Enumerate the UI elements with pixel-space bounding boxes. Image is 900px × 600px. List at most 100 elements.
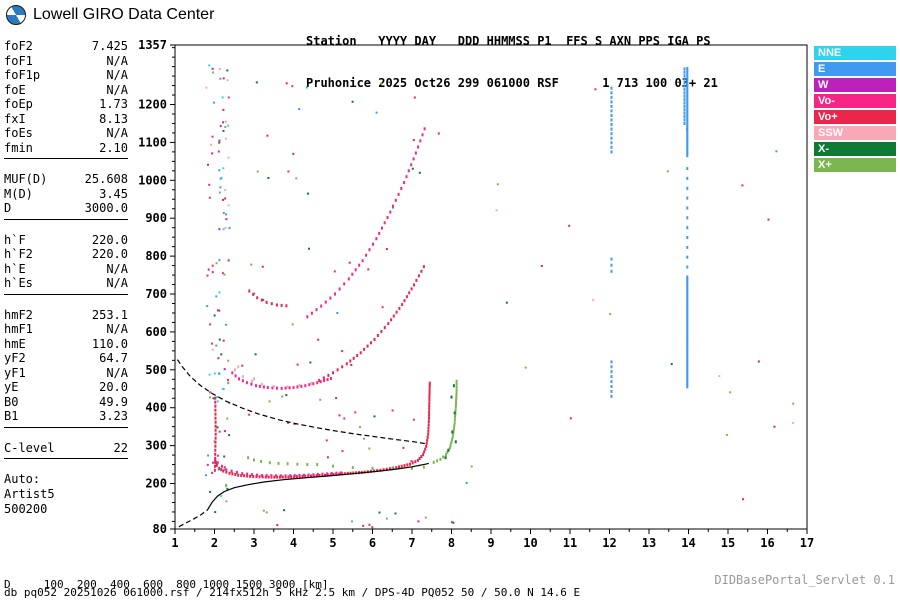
param-value: 110.0 — [91, 336, 128, 351]
legend-item-vo: Vo+ — [814, 110, 896, 124]
param-row-b0: B0 49.9 — [4, 395, 128, 410]
param-value: N/A — [106, 68, 128, 82]
servlet-version: DIDBasePortal_Servlet 0.1 — [714, 573, 895, 587]
param-label: foF2 — [4, 39, 33, 53]
param-value: 3.45 — [99, 186, 128, 201]
param-value: 1.73 — [99, 97, 128, 111]
param-label: foF1p — [4, 68, 41, 82]
x-trace-asymptote — [432, 379, 458, 464]
muf-transmission-curve — [176, 359, 426, 445]
param-row-hmf2: hmF2 253.1 — [4, 308, 128, 323]
legend-item-x: X+ — [814, 158, 896, 172]
param-row-clevel: C-level 22 — [4, 441, 128, 456]
x-axis: 1 2 3 4 5 6 7 8 9 10 11 12 13 14 15 16 17 — [171, 529, 814, 550]
x-tick-label: 13 — [642, 536, 656, 550]
y-tick-label: 1200 — [138, 98, 167, 112]
param-value: 253.1 — [91, 307, 128, 322]
param-value: 2.10 — [99, 140, 128, 155]
second-hop-ssw — [234, 365, 313, 389]
x-tick-label: 3 — [250, 536, 257, 550]
auto-line: Auto: — [4, 472, 41, 486]
noise-bottom — [214, 509, 455, 529]
auto-line: 500200 — [4, 502, 48, 516]
param-value: 25.608 — [84, 172, 128, 186]
param-label: MUF(D) — [4, 172, 48, 186]
f-trace-o — [214, 381, 431, 479]
param-value: N/A — [106, 276, 128, 290]
param-value: N/A — [106, 322, 128, 336]
y-tick-label: 1357 — [138, 38, 167, 52]
param-row-hme: hmE 110.0 — [4, 337, 128, 352]
x-tick-label: 5 — [329, 536, 336, 550]
param-value: 3.23 — [99, 409, 128, 423]
param-value: N/A — [106, 261, 128, 276]
param-label: h`E — [4, 261, 26, 276]
x-tick-label: 17 — [800, 536, 814, 550]
interference-14mhz-b — [683, 67, 686, 125]
param-group: foF2 7.425 foF1 N/A foF1p N/A foE N/A foEp 1.73 fx… — [4, 39, 128, 159]
x-tick-label: 15 — [721, 536, 735, 550]
param-row-hf: h`F 220.0 — [4, 233, 128, 248]
param-label: foEp — [4, 97, 33, 111]
f-trace-vo-minus — [216, 461, 342, 478]
f-trace-o-spread — [213, 396, 217, 472]
param-row-hes: h`Es N/A — [4, 276, 128, 291]
param-group: hmF2 253.1 hmF1 N/A hmE 110.0 yF2 64.7 yF1 N/A yE 2… — [4, 308, 128, 428]
param-label: D — [4, 201, 12, 215]
legend-item-e: E — [814, 62, 896, 76]
y-tick-label: 1000 — [138, 173, 167, 187]
giro-logo-icon — [6, 5, 26, 25]
param-value: N/A — [106, 365, 128, 380]
x-trace-flat — [247, 456, 425, 471]
legend-item-ssw: SSW — [814, 126, 896, 140]
param-label: h`Es — [4, 276, 33, 290]
x-tick-label: 11 — [563, 536, 577, 550]
param-row-md: M(D) 3.45 — [4, 187, 128, 202]
ionogram-plot: 8020030040050060070080090010001100120013… — [138, 38, 814, 550]
param-label: h`F2 — [4, 247, 33, 261]
param-row-ye: yE 20.0 — [4, 380, 128, 395]
param-value: 220.0 — [91, 232, 128, 247]
legend-item-x: X- — [814, 142, 896, 156]
param-label: fmin — [4, 140, 33, 155]
param-label: M(D) — [4, 186, 33, 201]
param-label: yF2 — [4, 351, 26, 365]
d-scale-row: D 100 200 400 600 800 1000 1500 3000 [km… — [4, 578, 329, 591]
param-value: N/A — [106, 82, 128, 97]
param-label: C-level — [4, 440, 55, 455]
profile-extrapolated — [178, 509, 208, 528]
x-tick-label: 8 — [448, 536, 455, 550]
param-label: foE — [4, 82, 26, 97]
x-tick-label: 14 — [681, 536, 695, 550]
brand: Lowell GIRO Data Center — [6, 5, 214, 25]
true-height-profile — [206, 462, 429, 511]
param-label: B0 — [4, 394, 19, 409]
hop-trace-b — [306, 127, 426, 319]
auto-scaler-info: Auto: Artist5 500200 — [4, 472, 128, 517]
y-tick-label: 700 — [145, 287, 167, 301]
param-group: C-level 22 — [4, 441, 128, 459]
param-value: N/A — [106, 126, 128, 140]
hop-trace-c — [248, 289, 288, 308]
param-label: B1 — [4, 409, 19, 423]
noise-high — [465, 88, 795, 501]
x-tick-label: 12 — [602, 536, 616, 550]
y-tick-label: 1100 — [138, 135, 167, 149]
param-group: MUF(D) 25.608 M(D) 3.45 D 3000.0 — [4, 172, 128, 220]
brand-title: Lowell GIRO Data Center — [33, 6, 215, 23]
legend-item-vo: Vo- — [814, 94, 896, 108]
y-tick-label: 600 — [145, 325, 167, 339]
param-group: h`F 220.0 h`F2 220.0 h`E N/A h`Es N/A — [4, 233, 128, 295]
param-label: foEs — [4, 126, 33, 140]
param-row-yf1: yF1 N/A — [4, 366, 128, 381]
legend-item-nne: NNE — [814, 46, 896, 60]
y-tick-label: 300 — [145, 439, 167, 453]
param-value: 3000.0 — [84, 201, 128, 215]
param-row-mufd: MUF(D) 25.608 — [4, 172, 128, 187]
x-tick-label: 7 — [408, 536, 415, 550]
param-value: 7.425 — [91, 39, 128, 53]
param-row-foe: foE N/A — [4, 83, 128, 98]
y-tick-label: 200 — [145, 477, 167, 491]
param-label: yE — [4, 380, 19, 394]
x-trace-dark — [444, 384, 457, 460]
